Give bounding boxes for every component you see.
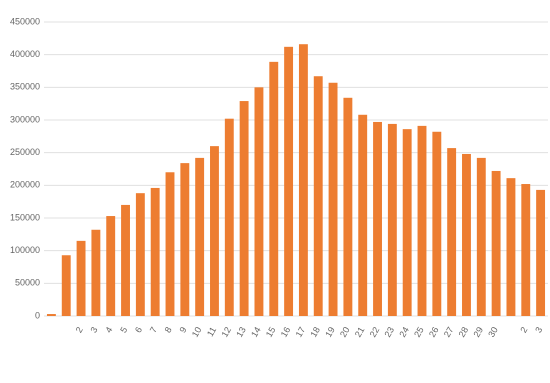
x-tick-label: 29 — [471, 325, 485, 339]
x-tick-label: 17 — [294, 325, 308, 339]
y-tick-label: 200000 — [10, 180, 40, 190]
x-tick-label: 13 — [234, 325, 248, 339]
x-tick-label: 4 — [103, 325, 114, 334]
x-tick-label: 20 — [338, 325, 352, 339]
bar — [298, 44, 308, 317]
bar — [46, 314, 56, 316]
bar — [61, 255, 71, 316]
y-tick-label: 350000 — [10, 82, 40, 92]
bar — [447, 148, 457, 316]
bar — [210, 146, 219, 316]
bar — [417, 125, 427, 316]
x-tick-label: 3 — [533, 325, 544, 334]
bar — [224, 118, 234, 317]
bar — [328, 82, 338, 316]
x-tick-label: 7 — [148, 325, 159, 334]
x-tick-label: 14 — [249, 325, 263, 339]
y-tick-label: 50000 — [15, 278, 40, 288]
bar — [269, 61, 279, 316]
y-tick-label: 300000 — [10, 114, 40, 124]
bar — [506, 178, 516, 316]
x-tick-label: 27 — [442, 325, 456, 339]
x-tick-label: 23 — [382, 325, 396, 339]
bar — [536, 189, 546, 316]
bar — [150, 187, 160, 316]
y-tick-label: 400000 — [10, 49, 40, 59]
x-tick-label: 22 — [368, 325, 382, 339]
bar — [387, 123, 397, 316]
x-tick-label: 11 — [205, 325, 218, 338]
x-tick-label: 8 — [163, 325, 174, 334]
bar — [180, 163, 190, 316]
bar — [521, 184, 531, 316]
bar — [402, 129, 412, 316]
y-tick-label: 100000 — [10, 245, 40, 255]
x-tick-label: 12 — [219, 325, 233, 339]
bar — [476, 157, 486, 316]
y-tick-label: 0 — [35, 310, 40, 320]
x-tick-label: 15 — [264, 325, 278, 339]
x-tick-label: 10 — [190, 325, 204, 339]
bar — [432, 131, 442, 316]
bar — [135, 193, 145, 316]
x-tick-label: 21 — [353, 325, 367, 339]
x-tick-label: 24 — [397, 325, 411, 339]
x-tick-label: 2 — [74, 325, 85, 334]
bar — [491, 170, 501, 316]
y-tick-label: 450000 — [10, 16, 40, 26]
x-tick-label: 19 — [323, 325, 337, 339]
bar — [91, 229, 101, 316]
x-tick-label: 28 — [457, 325, 471, 339]
bar — [313, 76, 323, 316]
bar — [284, 46, 294, 317]
x-tick-label: 16 — [279, 325, 293, 339]
bar — [121, 204, 130, 316]
x-tick-label: 5 — [118, 325, 129, 334]
x-tick-label: 26 — [427, 325, 441, 339]
bar — [165, 172, 175, 316]
bar — [343, 97, 353, 316]
x-tick-label: 6 — [133, 325, 144, 334]
x-tick-label: 18 — [308, 325, 322, 339]
x-tick-label: 25 — [412, 325, 426, 339]
bar — [195, 157, 205, 316]
bar — [358, 114, 368, 316]
bar — [76, 240, 86, 316]
x-tick-label: 30 — [486, 325, 500, 339]
x-tick-label: 3 — [89, 325, 100, 334]
y-tick-label: 150000 — [10, 212, 40, 222]
bar — [373, 121, 382, 317]
bar — [239, 101, 249, 316]
x-tick-label: 2 — [518, 325, 529, 334]
bar — [106, 216, 116, 316]
bar — [462, 153, 471, 316]
bar — [254, 87, 264, 316]
x-tick-label: 9 — [177, 325, 188, 334]
y-tick-label: 250000 — [10, 147, 40, 157]
